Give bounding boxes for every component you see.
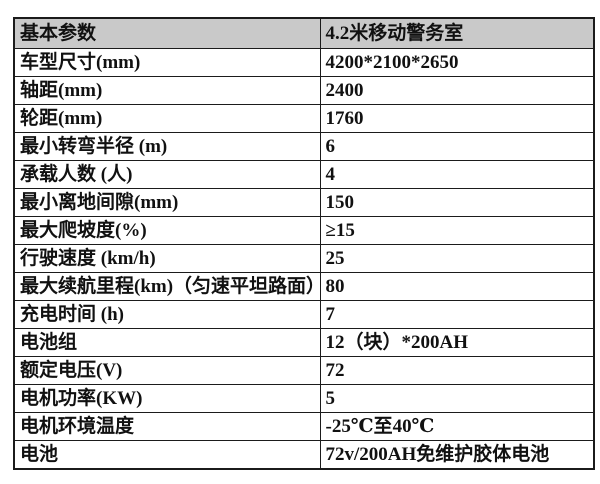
param-label: 额定电压(V) <box>13 356 321 386</box>
table-row: 充电时间 (h) 7 <box>13 300 595 330</box>
table-row: 最大续航里程(km)（匀速平坦路面） 80 <box>13 272 595 302</box>
param-label: 轮距(mm) <box>13 104 321 134</box>
table-row: 行驶速度 (km/h) 25 <box>13 244 595 274</box>
param-label: 最小转弯半径 (m) <box>13 132 321 162</box>
table-row: 电机环境温度 -25℃至40℃ <box>13 412 595 442</box>
spec-table: 基本参数 4.2米移动警务室 车型尺寸(mm) 4200*2100*2650 轴… <box>13 17 595 470</box>
table-row: 额定电压(V) 72 <box>13 356 595 386</box>
table-row: 最小离地间隙(mm) 150 <box>13 188 595 218</box>
table-row: 轴距(mm) 2400 <box>13 76 595 106</box>
param-value: 12（块）*200AH <box>319 328 595 358</box>
param-label: 充电时间 (h) <box>13 300 321 330</box>
param-value: 7 <box>319 300 595 330</box>
table-row: 最小转弯半径 (m) 6 <box>13 132 595 162</box>
param-value: 6 <box>319 132 595 162</box>
table-row: 最大爬坡度(%) ≥15 <box>13 216 595 246</box>
param-value: 2400 <box>319 76 595 106</box>
table-row: 轮距(mm) 1760 <box>13 104 595 134</box>
param-value: 5 <box>319 384 595 414</box>
param-label: 行驶速度 (km/h) <box>13 244 321 274</box>
table-header-row: 基本参数 4.2米移动警务室 <box>13 17 595 49</box>
param-value: 72 <box>319 356 595 386</box>
header-param-label: 基本参数 <box>13 17 321 49</box>
table-row: 电池组 12（块）*200AH <box>13 328 595 358</box>
param-value: 1760 <box>319 104 595 134</box>
param-label: 车型尺寸(mm) <box>13 47 321 78</box>
param-label: 电机环境温度 <box>13 412 321 442</box>
table-row: 承载人数 (人) 4 <box>13 160 595 190</box>
table-row: 电池 72v/200AH免维护胶体电池 <box>13 440 595 470</box>
param-label: 最小离地间隙(mm) <box>13 188 321 218</box>
param-value: 25 <box>319 244 595 274</box>
param-label: 电机功率(KW) <box>13 384 321 414</box>
param-value: 4 <box>319 160 595 190</box>
param-label: 电池组 <box>13 328 321 358</box>
param-value: 72v/200AH免维护胶体电池 <box>319 440 595 470</box>
param-value: 80 <box>319 272 595 302</box>
table-row: 电机功率(KW) 5 <box>13 384 595 414</box>
param-label: 承载人数 (人) <box>13 160 321 190</box>
param-value: ≥15 <box>319 216 595 246</box>
param-label: 轴距(mm) <box>13 76 321 106</box>
header-value-label: 4.2米移动警务室 <box>319 17 595 49</box>
spec-table-container: 基本参数 4.2米移动警务室 车型尺寸(mm) 4200*2100*2650 轴… <box>13 17 595 470</box>
table-row: 车型尺寸(mm) 4200*2100*2650 <box>13 47 595 78</box>
param-label: 电池 <box>13 440 321 470</box>
param-value: 150 <box>319 188 595 218</box>
param-value: -25℃至40℃ <box>319 412 595 442</box>
param-label: 最大续航里程(km)（匀速平坦路面） <box>13 272 321 302</box>
param-label: 最大爬坡度(%) <box>13 216 321 246</box>
param-value: 4200*2100*2650 <box>319 47 595 78</box>
